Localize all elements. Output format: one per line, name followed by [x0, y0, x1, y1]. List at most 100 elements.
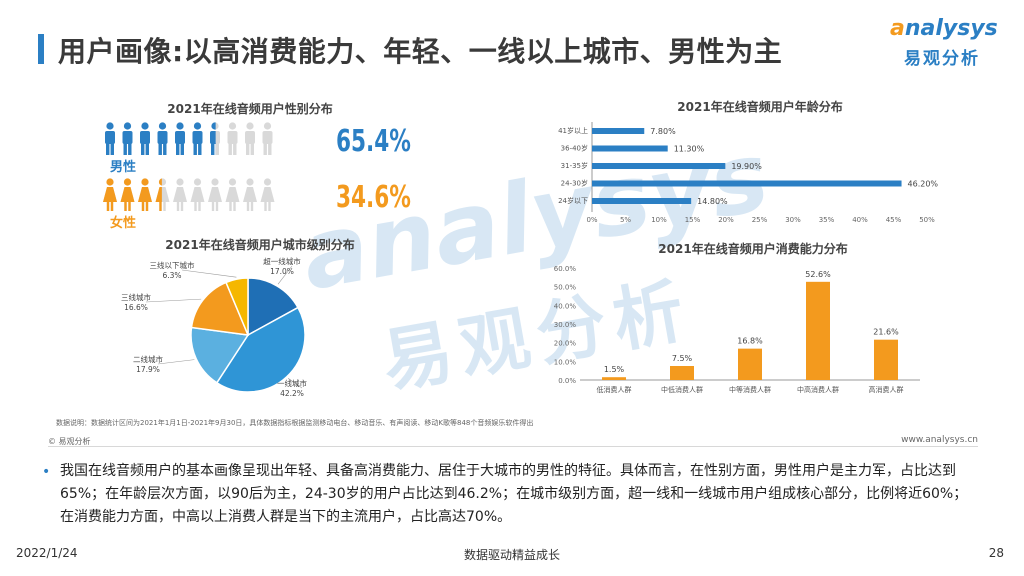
pie-slice-value: 17.9% [136, 365, 160, 374]
page-title: 用户画像:以高消费能力、年轻、一线以上城市、男性为主 [58, 35, 783, 68]
footer-divider [48, 446, 978, 447]
age-x-tick: 50% [919, 216, 935, 224]
logo-wordmark-rest: nalysys [904, 16, 998, 41]
pie-slice-name: 一线城市 [277, 378, 307, 388]
pie-leader-line [277, 265, 293, 285]
consumption-category-label: 低消费人群 [597, 385, 632, 394]
gender-pictograph [103, 122, 275, 211]
slide-date: 2022/1/24 [16, 546, 78, 560]
male-person-icon [245, 122, 255, 155]
consumption-y-tick: 40.0% [554, 302, 577, 310]
logo-wordmark-initial: a [890, 16, 905, 41]
pie-leader-line [157, 359, 195, 365]
age-value-label: 19.90% [731, 162, 762, 171]
female-label: 女性 [110, 216, 137, 231]
consumption-category-label: 中低消费人群 [661, 385, 703, 394]
age-category-label: 41岁以上 [558, 126, 588, 135]
age-x-tick: 35% [819, 216, 835, 224]
pie-slice [190, 326, 250, 384]
website-link[interactable]: www.analysys.cn [901, 435, 978, 445]
female-person-icon [208, 178, 222, 211]
age-x-tick: 10% [651, 216, 667, 224]
age-value-label: 11.30% [674, 145, 705, 154]
pie-slice [190, 281, 250, 336]
female-person-icon [103, 178, 117, 211]
consumption-y-tick: 10.0% [554, 358, 577, 366]
gender-chart-title: 2021年在线音频用户性别分布 [167, 102, 333, 116]
consumption-y-tick: 0.0% [558, 377, 576, 385]
pie-slice-value: 17.0% [270, 267, 294, 276]
consumption-value-label: 16.8% [737, 337, 763, 346]
age-category-label: 24岁以下 [558, 196, 588, 205]
age-x-tick: 45% [886, 216, 902, 224]
age-x-tick: 25% [752, 216, 768, 224]
male-person-icon [210, 122, 220, 155]
consumption-category-label: 高消费人群 [869, 385, 904, 394]
male-person-icon [175, 122, 185, 155]
analysys-logo: analysys 易观分析 [882, 16, 1002, 72]
bullet-icon: • [42, 464, 51, 480]
pie-slice-value: 6.3% [162, 271, 181, 280]
male-person-icon [227, 122, 238, 155]
pie-leader-line [181, 269, 237, 278]
age-bar [592, 163, 726, 169]
female-person-icon [190, 178, 205, 211]
consumption-bar [874, 339, 898, 380]
female-person-icon [138, 178, 152, 211]
pie-slice [247, 277, 299, 337]
consumption-bar [806, 281, 830, 380]
logo-wordmark: analysys [890, 16, 998, 41]
title-accent-bar [38, 34, 44, 64]
pie-slice-value: 16.6% [124, 303, 148, 312]
female-person-icon [260, 178, 275, 211]
female-person-icon [225, 178, 240, 211]
consumption-bar [602, 377, 626, 380]
consumption-bar [738, 348, 762, 380]
pie-leader-line [287, 378, 303, 389]
consumption-category-label: 中等消费人群 [729, 385, 771, 394]
pie-slice [225, 277, 249, 336]
age-x-tick: 15% [685, 216, 701, 224]
pie-slice [215, 306, 306, 393]
age-category-label: 36-40岁 [561, 144, 588, 153]
age-x-tick: 40% [852, 216, 868, 224]
data-note: 数据说明：数据统计区间为2021年1月1日-2021年9月30日，具体数据指标根… [56, 419, 534, 427]
age-bar [592, 180, 902, 187]
consumption-chart-title: 2021年在线音频用户消费能力分布 [658, 242, 848, 256]
summary-text: 我国在线音频用户的基本画像呈现出年轻、具备高消费能力、居住于大城市的男性的特征。… [60, 463, 968, 525]
age-value-label: 14.80% [697, 197, 728, 206]
age-x-tick: 0% [586, 216, 597, 224]
age-value-label: 46.20% [908, 180, 939, 189]
consumption-y-tick: 20.0% [554, 340, 577, 348]
consumption-value-label: 1.5% [604, 365, 625, 374]
female-percent: 34.6% [336, 180, 411, 215]
consumption-value-label: 52.6% [805, 270, 831, 279]
male-person-icon [122, 122, 133, 155]
pie-slice-value: 42.2% [280, 389, 304, 398]
page-number: 28 [988, 546, 1004, 560]
age-bar [592, 128, 645, 134]
consumption-category-label: 中高消费人群 [797, 385, 839, 394]
age-category-label: 24-30岁 [561, 179, 588, 188]
pie-slice-name: 二线城市 [133, 354, 163, 364]
pie-slice-name: 三线以下城市 [150, 260, 195, 270]
male-person-icon [140, 122, 150, 155]
male-label: 男性 [110, 160, 137, 175]
consumption-y-tick: 30.0% [554, 321, 577, 329]
age-bar [592, 145, 668, 152]
consumption-bar [670, 366, 694, 380]
age-bar-chart: 41岁以上 7.80% 36-40岁 11.30% 31-35岁 19.90% 24-30岁… [558, 122, 939, 224]
age-category-label: 31-35岁 [561, 161, 588, 170]
age-x-tick: 30% [785, 216, 801, 224]
consumption-value-label: 7.5% [672, 354, 693, 363]
city-chart-title: 2021年在线音频用户城市级别分布 [165, 238, 355, 252]
source-credit: © 易观分析 [48, 437, 91, 446]
logo-chinese: 易观分析 [904, 49, 980, 69]
consumption-y-tick: 60.0% [554, 265, 577, 273]
female-person-icon [243, 178, 257, 211]
male-person-icon [157, 122, 168, 155]
female-person-icon [155, 178, 170, 211]
slide-slogan: 数据驱动精益成长 [463, 548, 560, 562]
age-x-tick: 20% [718, 216, 734, 224]
consumption-y-tick: 50.0% [554, 284, 577, 292]
